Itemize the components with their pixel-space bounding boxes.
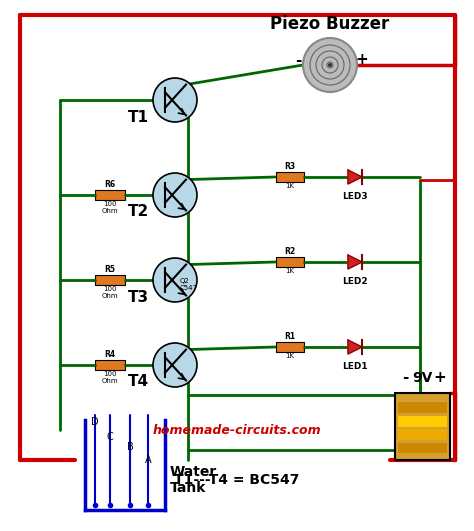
Text: 100
Ohm: 100 Ohm xyxy=(102,201,118,214)
Circle shape xyxy=(153,173,197,217)
Text: R5: R5 xyxy=(104,265,116,274)
Circle shape xyxy=(153,258,197,302)
Text: LED3: LED3 xyxy=(342,192,368,201)
FancyBboxPatch shape xyxy=(95,190,125,200)
Text: B: B xyxy=(127,442,133,452)
FancyBboxPatch shape xyxy=(276,172,304,182)
Text: 1K: 1K xyxy=(285,183,294,189)
Text: A: A xyxy=(145,455,151,465)
Text: R6: R6 xyxy=(104,180,116,189)
Text: C: C xyxy=(107,432,113,442)
Circle shape xyxy=(153,343,197,387)
FancyBboxPatch shape xyxy=(398,429,447,440)
Text: 9V: 9V xyxy=(412,371,432,385)
Text: 100
Ohm: 100 Ohm xyxy=(102,371,118,384)
Text: 1K: 1K xyxy=(285,353,294,359)
FancyBboxPatch shape xyxy=(398,402,447,413)
Text: T2: T2 xyxy=(128,204,149,219)
Circle shape xyxy=(328,63,332,67)
Text: Q2
C547: Q2 C547 xyxy=(180,278,198,292)
Polygon shape xyxy=(348,340,362,354)
Text: Water
Tank: Water Tank xyxy=(170,465,217,495)
FancyBboxPatch shape xyxy=(398,442,447,453)
Text: R3: R3 xyxy=(284,162,296,171)
Polygon shape xyxy=(348,170,362,184)
Text: -: - xyxy=(402,370,408,385)
Text: 1K: 1K xyxy=(285,268,294,274)
Polygon shape xyxy=(348,255,362,269)
FancyBboxPatch shape xyxy=(95,275,125,285)
Text: T4: T4 xyxy=(128,374,149,390)
Text: LED1: LED1 xyxy=(342,362,368,371)
Text: -: - xyxy=(295,53,301,67)
Text: homemade-circuits.com: homemade-circuits.com xyxy=(153,424,321,436)
Text: +: + xyxy=(434,370,447,385)
Text: LED2: LED2 xyxy=(342,277,368,286)
Text: D: D xyxy=(91,417,99,427)
Text: T1: T1 xyxy=(128,109,149,124)
FancyBboxPatch shape xyxy=(95,360,125,370)
Text: Piezo Buzzer: Piezo Buzzer xyxy=(270,15,390,33)
Text: +: + xyxy=(356,53,368,67)
Text: T1---T4 = BC547: T1---T4 = BC547 xyxy=(174,473,300,487)
Text: 100
Ohm: 100 Ohm xyxy=(102,286,118,299)
Text: T3: T3 xyxy=(128,289,149,304)
FancyBboxPatch shape xyxy=(395,393,450,460)
Circle shape xyxy=(153,78,197,122)
FancyBboxPatch shape xyxy=(276,342,304,352)
Text: R4: R4 xyxy=(104,350,116,359)
FancyBboxPatch shape xyxy=(276,257,304,267)
Text: R1: R1 xyxy=(284,332,296,341)
FancyBboxPatch shape xyxy=(398,416,447,426)
Text: R2: R2 xyxy=(284,247,296,256)
Circle shape xyxy=(303,38,357,92)
